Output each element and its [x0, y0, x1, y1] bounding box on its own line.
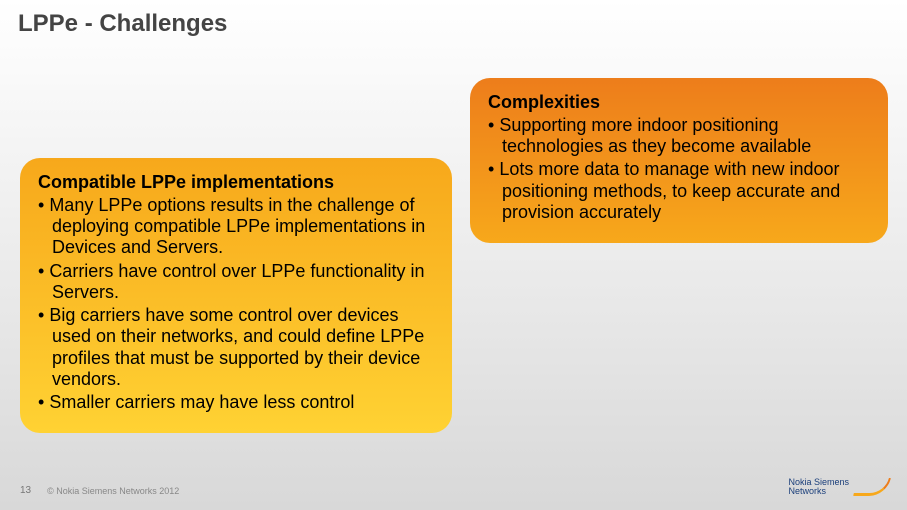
logo: Nokia Siemens Networks	[788, 478, 889, 496]
right-box-bullets: Supporting more indoor positioning techn…	[488, 115, 870, 223]
left-box-heading: Compatible LPPe implementations	[38, 172, 434, 193]
copyright: © Nokia Siemens Networks 2012	[47, 486, 179, 496]
list-item: Supporting more indoor positioning techn…	[488, 115, 870, 157]
list-item: Smaller carriers may have less control	[38, 392, 434, 413]
slide: LPPe - Challenges Compatible LPPe implem…	[0, 0, 907, 510]
footer: 13 © Nokia Siemens Networks 2012	[20, 485, 179, 496]
list-item: Lots more data to manage with new indoor…	[488, 159, 870, 223]
left-box-bullets: Many LPPe options results in the challen…	[38, 195, 434, 413]
logo-line2: Networks	[788, 487, 849, 496]
slide-title: LPPe - Challenges	[18, 10, 227, 38]
right-box-heading: Complexities	[488, 92, 870, 113]
list-item: Carriers have control over LPPe function…	[38, 261, 434, 303]
list-item: Big carriers have some control over devi…	[38, 305, 434, 390]
page-number: 13	[20, 485, 31, 496]
list-item: Many LPPe options results in the challen…	[38, 195, 434, 259]
right-box: Complexities Supporting more indoor posi…	[470, 78, 888, 243]
logo-text: Nokia Siemens Networks	[788, 478, 849, 496]
left-box: Compatible LPPe implementations Many LPP…	[20, 158, 452, 433]
swoosh-icon	[853, 478, 891, 496]
